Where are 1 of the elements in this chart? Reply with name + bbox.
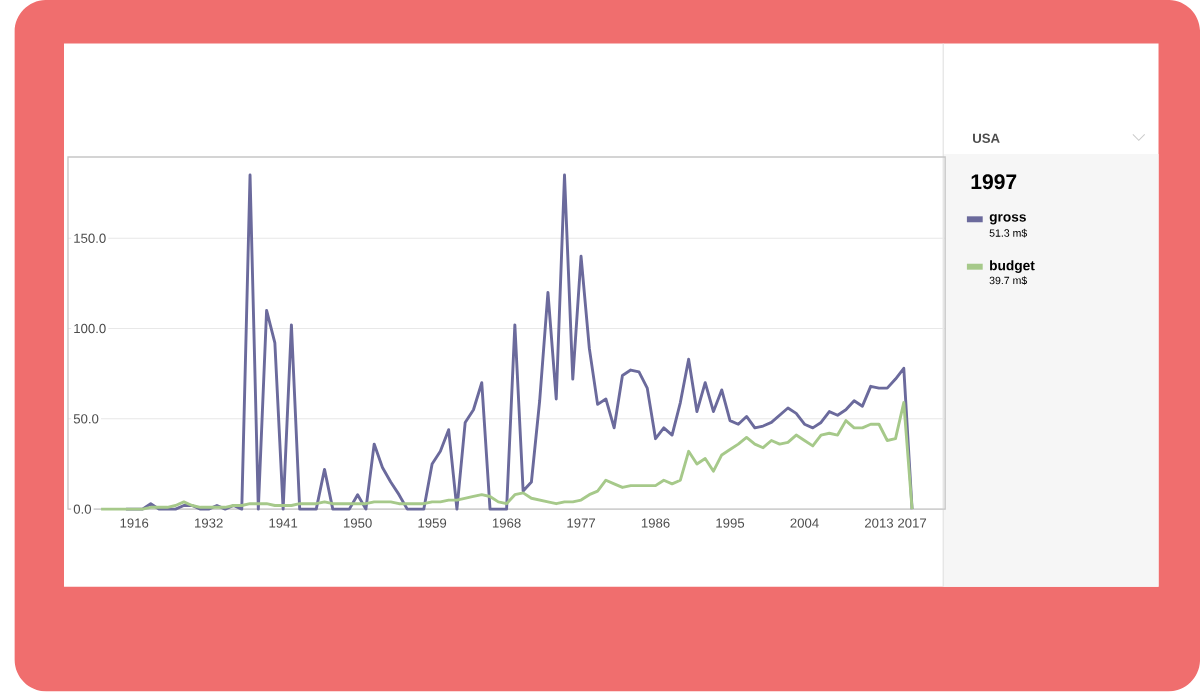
text: 1997 [971, 174, 1017, 190]
